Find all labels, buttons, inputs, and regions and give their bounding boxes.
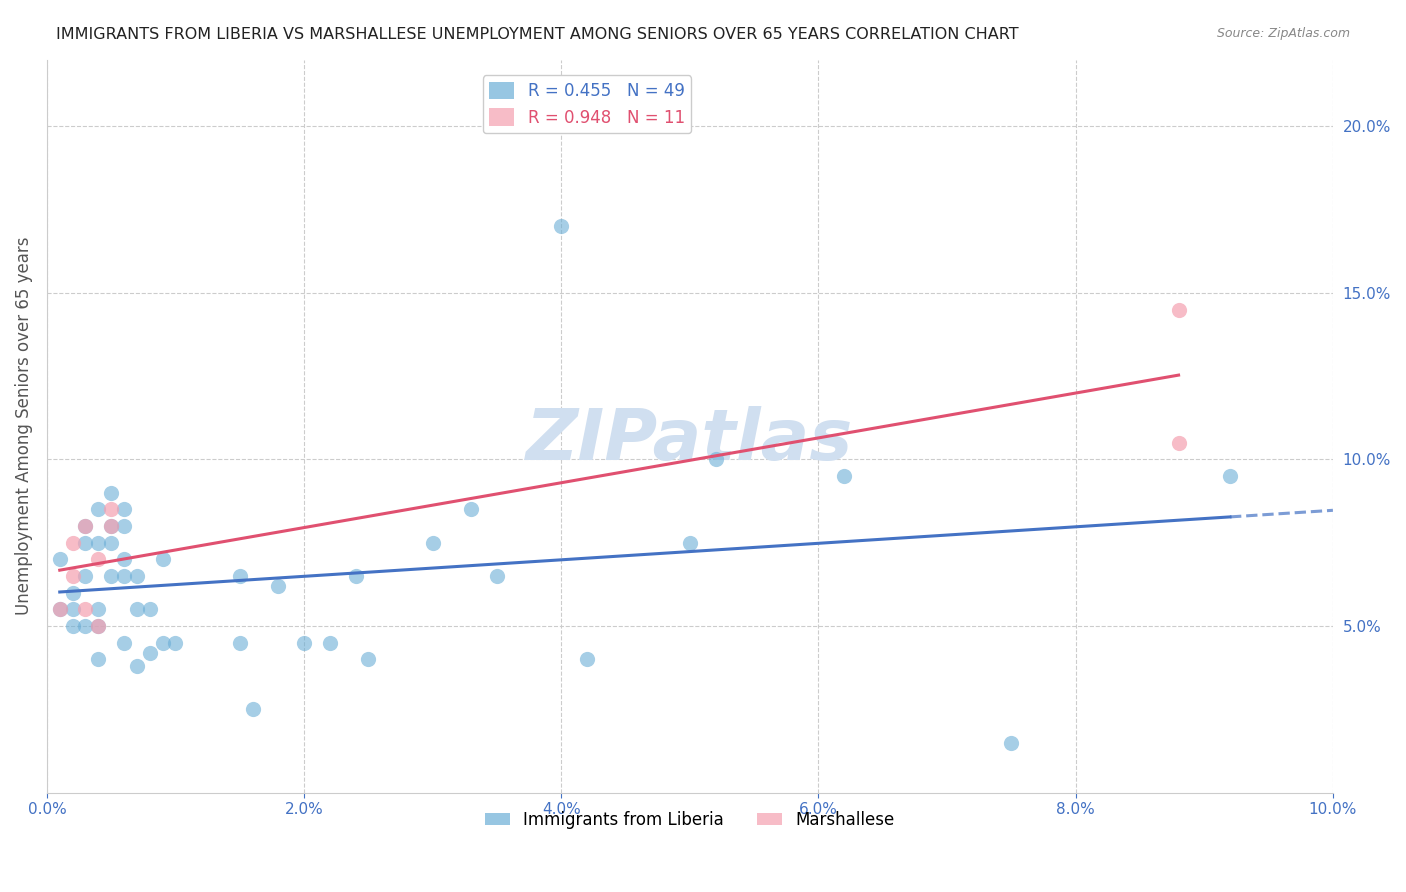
Point xyxy=(704,452,727,467)
Point xyxy=(48,602,70,616)
Point xyxy=(319,636,342,650)
Point xyxy=(62,619,84,633)
Point xyxy=(242,702,264,716)
Point xyxy=(229,569,252,583)
Point xyxy=(112,636,135,650)
Point xyxy=(125,569,148,583)
Point xyxy=(112,502,135,516)
Point xyxy=(125,659,148,673)
Point xyxy=(832,469,855,483)
Text: IMMIGRANTS FROM LIBERIA VS MARSHALLESE UNEMPLOYMENT AMONG SENIORS OVER 65 YEARS : IMMIGRANTS FROM LIBERIA VS MARSHALLESE U… xyxy=(56,27,1019,42)
Point xyxy=(576,652,599,666)
Point xyxy=(87,619,110,633)
Y-axis label: Unemployment Among Seniors over 65 years: Unemployment Among Seniors over 65 years xyxy=(15,237,32,615)
Point xyxy=(1167,435,1189,450)
Point xyxy=(229,636,252,650)
Point xyxy=(75,535,97,549)
Point xyxy=(357,652,380,666)
Point xyxy=(165,636,187,650)
Point xyxy=(100,569,122,583)
Point xyxy=(62,535,84,549)
Point xyxy=(139,602,162,616)
Point xyxy=(75,619,97,633)
Point xyxy=(152,636,174,650)
Point xyxy=(62,602,84,616)
Point xyxy=(100,485,122,500)
Point xyxy=(1219,469,1241,483)
Point xyxy=(100,519,122,533)
Legend: Immigrants from Liberia, Marshallese: Immigrants from Liberia, Marshallese xyxy=(478,805,901,836)
Point xyxy=(87,652,110,666)
Point xyxy=(48,552,70,566)
Point xyxy=(1167,302,1189,317)
Point xyxy=(62,569,84,583)
Point xyxy=(679,535,702,549)
Point xyxy=(152,552,174,566)
Point xyxy=(422,535,444,549)
Point xyxy=(1000,736,1022,750)
Point xyxy=(62,585,84,599)
Point xyxy=(125,602,148,616)
Point xyxy=(460,502,482,516)
Text: Source: ZipAtlas.com: Source: ZipAtlas.com xyxy=(1216,27,1350,40)
Point xyxy=(112,569,135,583)
Point xyxy=(75,602,97,616)
Point xyxy=(75,519,97,533)
Point xyxy=(267,579,290,593)
Point xyxy=(112,552,135,566)
Point xyxy=(139,646,162,660)
Point xyxy=(485,569,508,583)
Point xyxy=(344,569,367,583)
Text: ZIPatlas: ZIPatlas xyxy=(526,406,853,475)
Point xyxy=(292,636,315,650)
Point xyxy=(112,519,135,533)
Point xyxy=(48,602,70,616)
Point xyxy=(87,535,110,549)
Point xyxy=(87,502,110,516)
Point xyxy=(100,519,122,533)
Point xyxy=(87,552,110,566)
Point xyxy=(75,519,97,533)
Point xyxy=(100,502,122,516)
Point xyxy=(100,535,122,549)
Point xyxy=(75,569,97,583)
Point xyxy=(87,619,110,633)
Point xyxy=(87,602,110,616)
Point xyxy=(550,219,572,234)
